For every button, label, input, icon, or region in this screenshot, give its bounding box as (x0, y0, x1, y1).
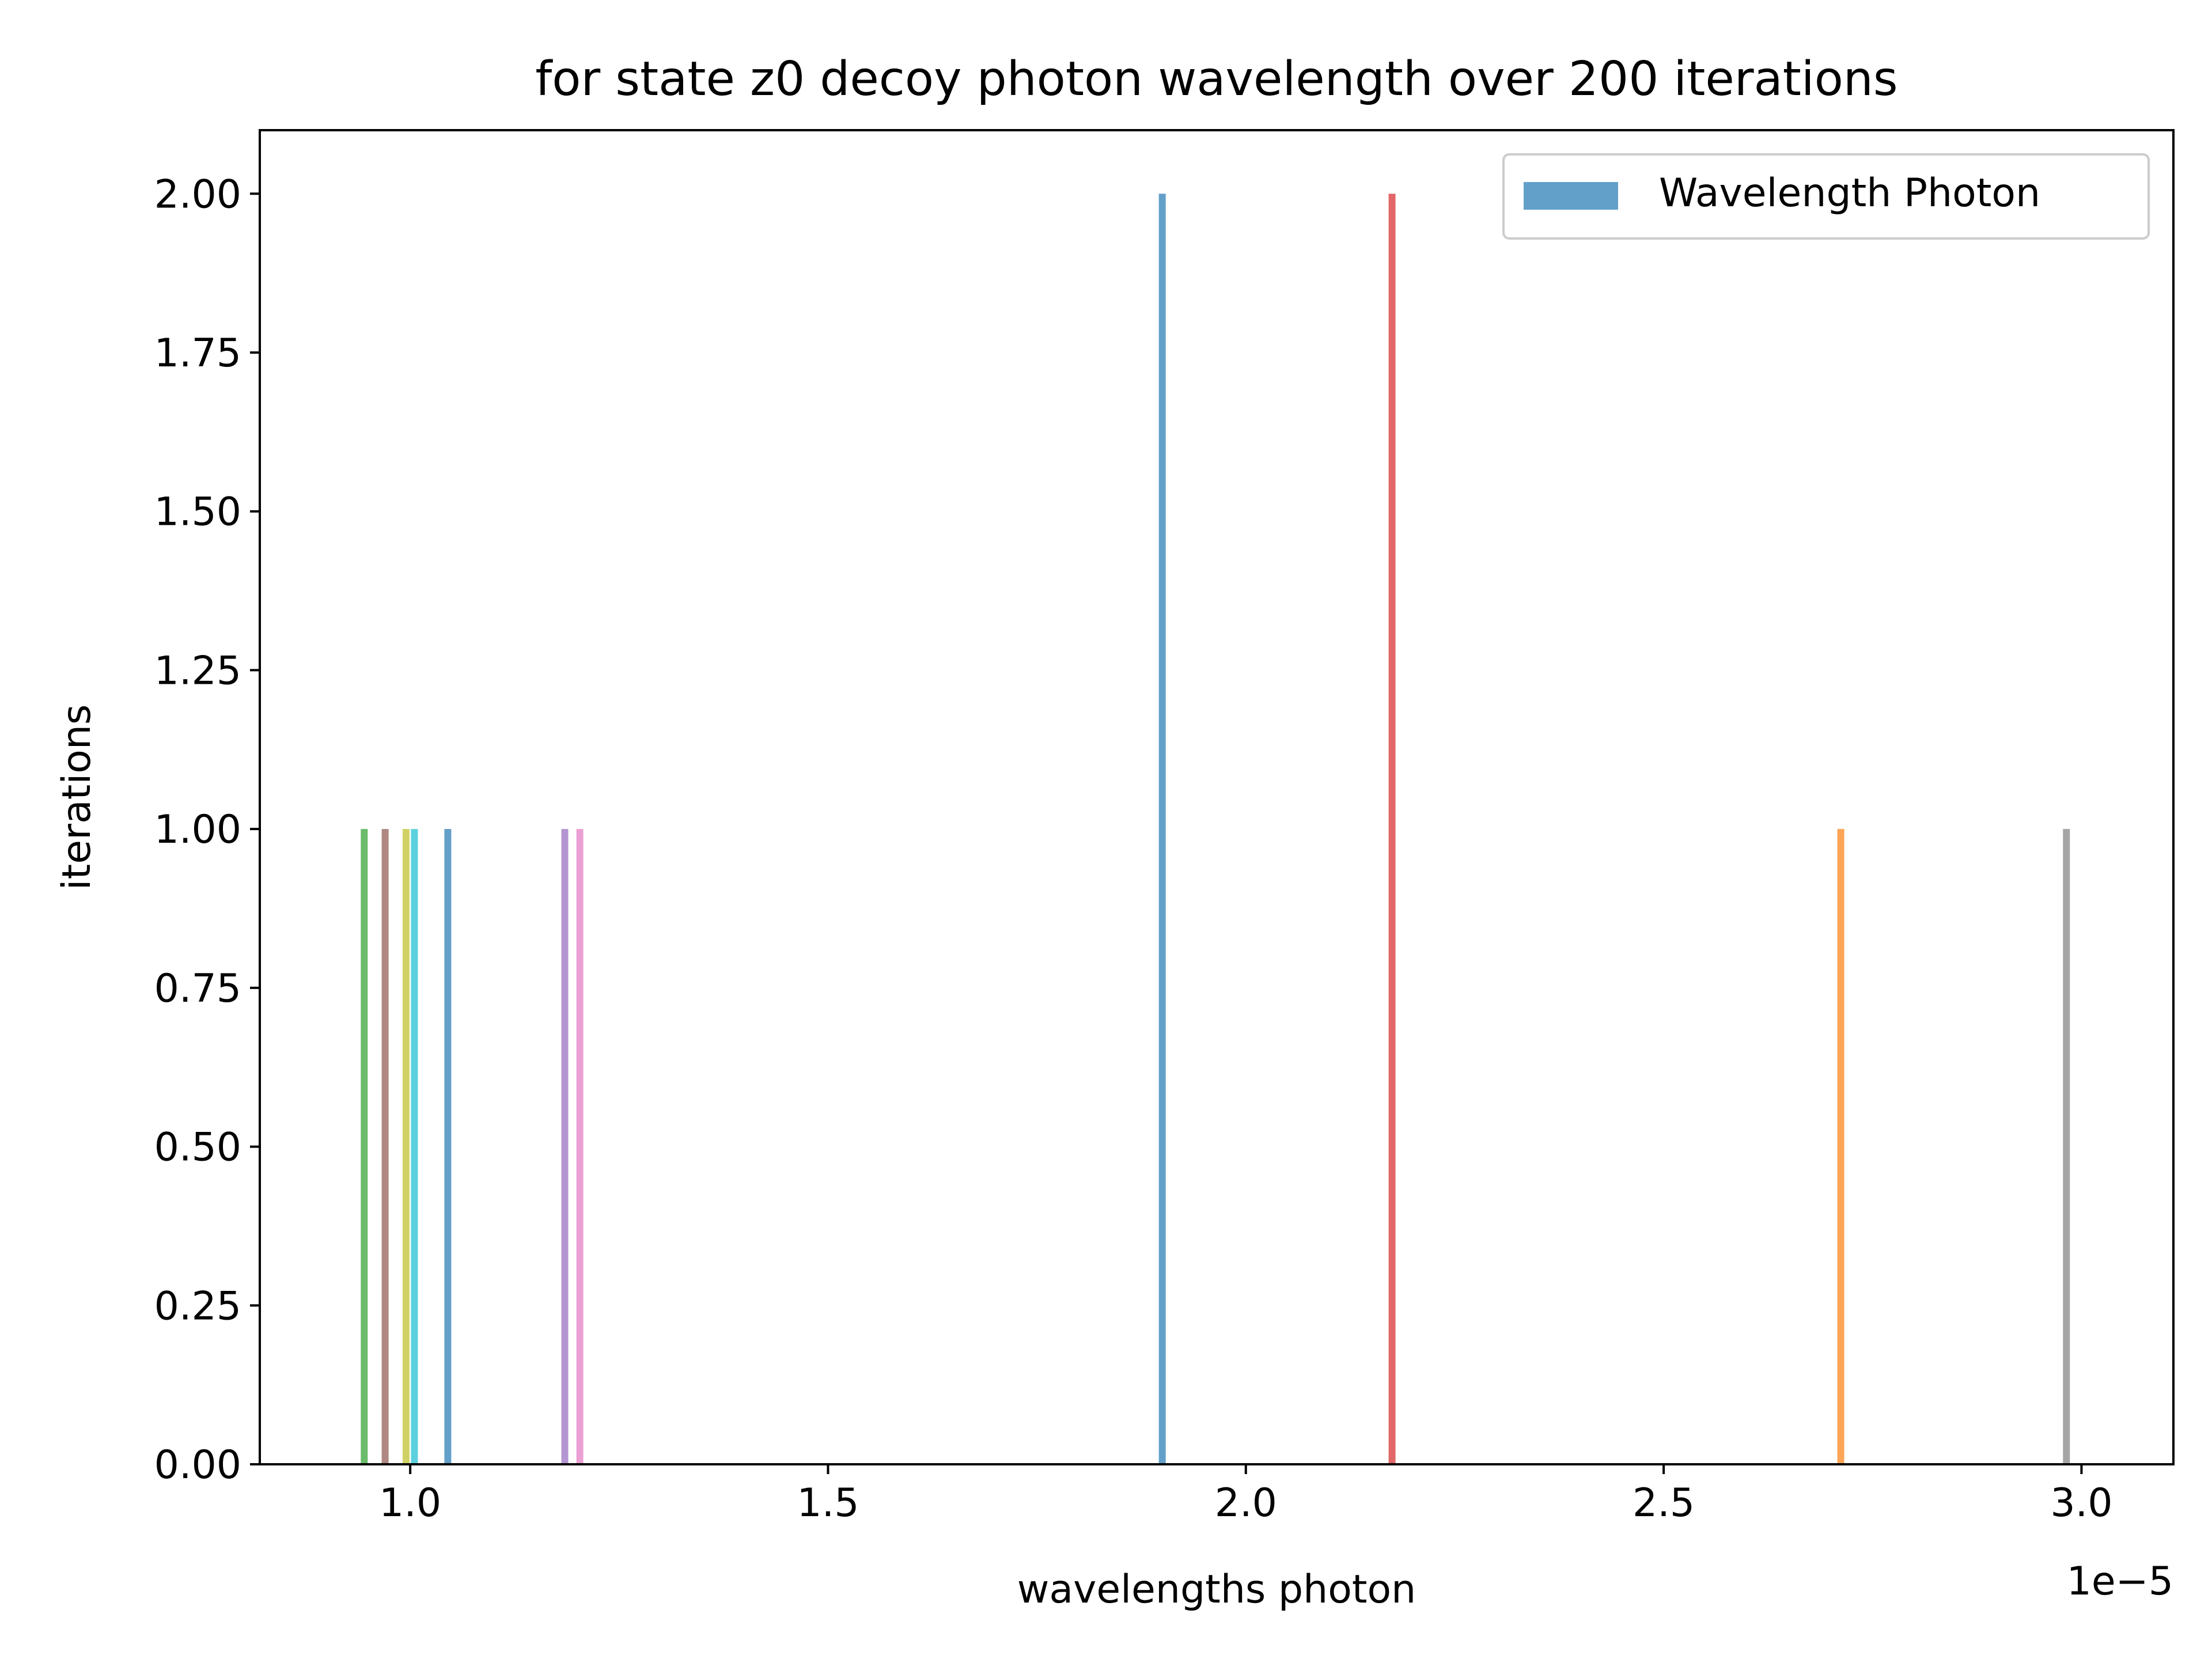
x-tick-label: 1.0 (379, 1480, 441, 1526)
chart-title: for state z0 decoy photon wavelength ove… (535, 52, 1897, 107)
y-axis-ticks: 0.00 0.25 0.50 0.75 1.00 1.25 1.50 1.75 2.00 (154, 172, 260, 1488)
histogram-bar-1 (361, 829, 368, 1464)
y-tick-label: 0.00 (154, 1442, 241, 1488)
y-tick-label: 2.00 (154, 172, 241, 217)
x-tick-label: 2.5 (1633, 1480, 1695, 1526)
legend-swatch (1524, 182, 1618, 210)
bars (361, 194, 2070, 1464)
y-tick-label: 0.50 (154, 1125, 241, 1171)
legend-entry-label: Wavelength Photon (1659, 171, 2040, 216)
x-tick-label: 1.5 (797, 1480, 859, 1526)
y-tick-label: 1.00 (154, 807, 241, 853)
histogram-bar-10 (1837, 829, 1844, 1464)
legend: Wavelength Photon (1502, 153, 2150, 240)
histogram-bar-11 (2063, 829, 2070, 1464)
y-tick-label: 1.75 (154, 331, 241, 376)
legend-box (1502, 153, 2150, 240)
x-axis-label: wavelengths photon (1017, 1567, 1416, 1612)
plot-frame (259, 129, 2175, 1465)
histogram-bar-5 (444, 829, 452, 1464)
y-tick-label: 0.75 (154, 966, 241, 1012)
histogram-bar-7 (576, 829, 584, 1464)
x-tick-label: 2.0 (1215, 1480, 1277, 1526)
histogram-bar-4 (411, 829, 418, 1464)
x-axis-ticks: 1.0 1.5 2.0 2.5 3.0 (379, 1464, 2113, 1526)
plot-area (260, 130, 2173, 1464)
y-tick-label: 0.25 (154, 1283, 241, 1329)
x-tick-label: 3.0 (2050, 1480, 2112, 1526)
histogram-bar-3 (402, 829, 410, 1464)
histogram-bar-8 (1158, 194, 1166, 1464)
histogram-bar-6 (561, 829, 569, 1464)
y-tick-label: 1.50 (154, 490, 241, 535)
histogram-bar-2 (381, 829, 389, 1464)
y-axis-label: iterations (54, 704, 100, 891)
histogram-bar-9 (1388, 194, 1396, 1464)
y-tick-label: 1.25 (154, 648, 241, 694)
x-axis-offset-label: 1e−5 (2067, 1559, 2173, 1604)
